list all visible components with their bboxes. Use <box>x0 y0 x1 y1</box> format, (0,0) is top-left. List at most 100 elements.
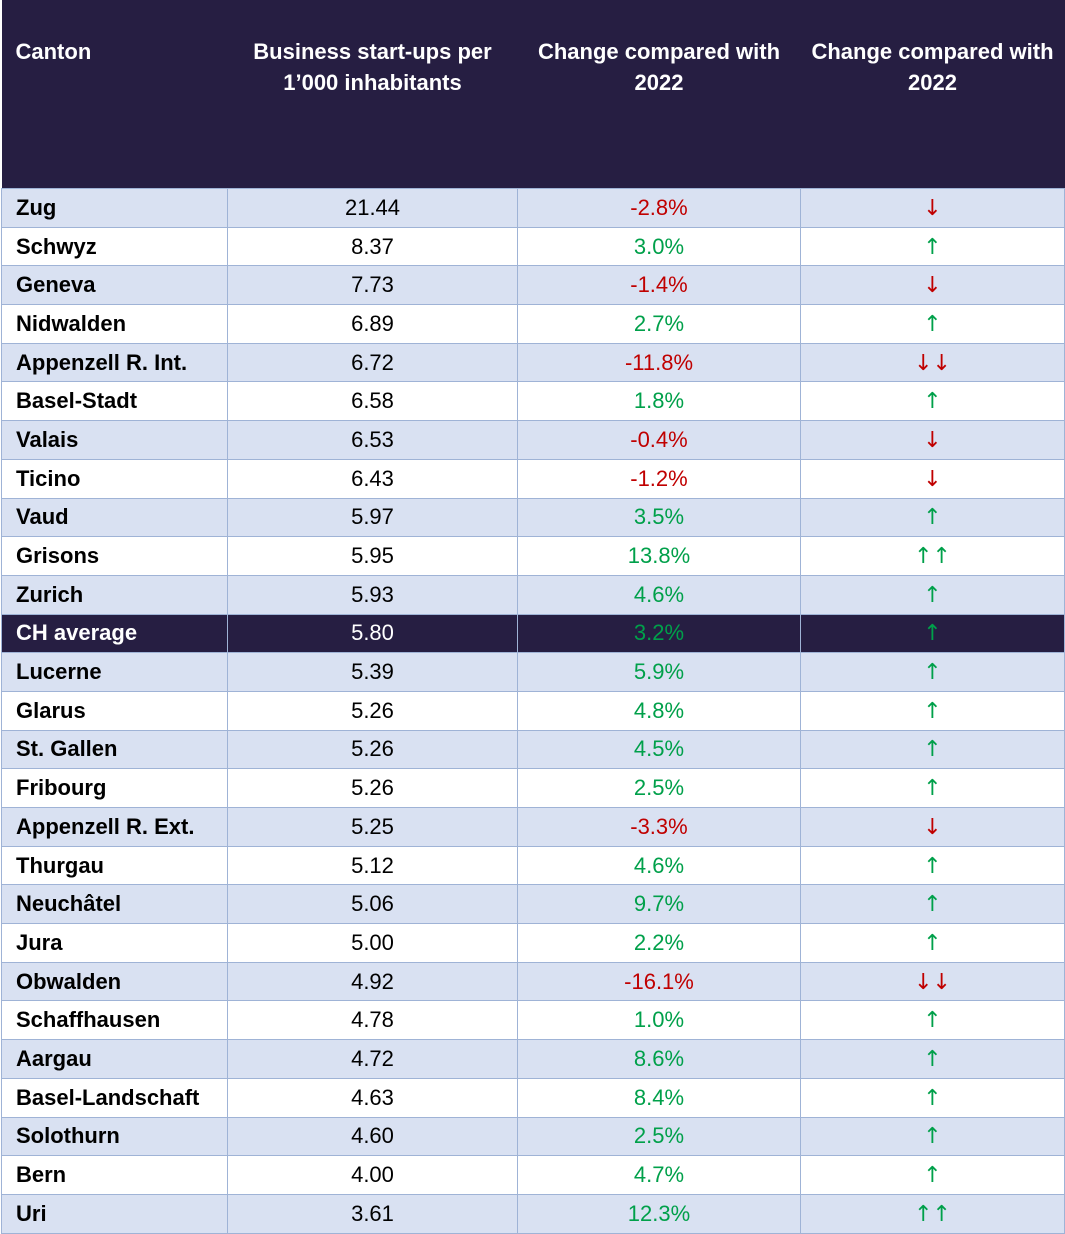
arrow-down-icon: ↓ <box>923 273 942 299</box>
table-row: Glarus 5.26 4.8% ↑ <box>1 690 1065 731</box>
arrow-up-icon: ↑ <box>923 776 942 802</box>
change-arrow-cell: ↑ <box>800 845 1065 886</box>
change-value: 2.5% <box>633 1123 685 1149</box>
change-value: -3.3% <box>630 813 688 839</box>
change-percent-cell: 13.8% <box>517 536 801 576</box>
canton-name: Glarus <box>16 697 86 723</box>
startups-value: 5.00 <box>351 929 394 955</box>
change-value: -1.2% <box>630 465 688 491</box>
arrow-up-icon: ↑ <box>923 582 942 608</box>
table-row: Neuchâtel 5.06 9.7% ↑ <box>1 884 1065 925</box>
change-arrow-cell: ↓↓ <box>800 342 1065 383</box>
canton-cell: Thurgau <box>1 845 228 886</box>
table-row: Solothurn 4.60 2.5% ↑ <box>1 1116 1065 1157</box>
change-percent-cell: 1.0% <box>517 1000 801 1041</box>
table-row: Nidwalden 6.89 2.7% ↑ <box>1 304 1065 344</box>
startups-value: 4.00 <box>351 1162 394 1188</box>
change-arrow-cell: ↑ <box>800 1155 1065 1195</box>
change-value: 8.4% <box>633 1084 685 1110</box>
arrow-up-icon: ↑ <box>923 505 942 531</box>
canton-name: Obwalden <box>16 968 122 994</box>
startups-value-cell: 5.06 <box>227 884 518 925</box>
change-percent-cell: 2.7% <box>517 304 801 344</box>
startups-value-cell: 4.72 <box>227 1039 518 1079</box>
canton-name: St. Gallen <box>16 736 118 762</box>
canton-cell: Fribourg <box>1 768 228 808</box>
startups-value: 5.95 <box>351 543 394 569</box>
table-row: Vaud 5.97 3.5% ↑ <box>1 497 1065 538</box>
startups-value: 6.72 <box>351 349 394 375</box>
arrow-up-icon: ↑ <box>923 1124 942 1150</box>
startups-value-cell: 6.43 <box>227 458 518 499</box>
change-percent-cell: 4.5% <box>517 729 801 770</box>
table-row: Grisons 5.95 13.8% ↑↑ <box>1 536 1065 576</box>
change-arrow-cell: ↓ <box>800 265 1065 306</box>
arrow-up-icon: ↑↑ <box>914 1201 951 1227</box>
canton-name: Grisons <box>16 543 100 569</box>
arrow-up-icon: ↑ <box>923 853 942 879</box>
startups-value: 5.39 <box>351 659 394 685</box>
startups-value-cell: 6.72 <box>227 342 518 383</box>
change-arrow-cell: ↑ <box>800 768 1065 808</box>
header-row: Canton Business start-ups per 1’000 inha… <box>1 0 1065 189</box>
startups-value: 4.92 <box>351 968 394 994</box>
table-row: Thurgau 5.12 4.6% ↑ <box>1 845 1065 886</box>
canton-cell: Solothurn <box>1 1116 228 1157</box>
startups-value-cell: 4.92 <box>227 961 518 1002</box>
startups-value: 4.78 <box>351 1007 394 1033</box>
change-value: 2.5% <box>633 775 685 801</box>
startups-value-cell: 21.44 <box>227 188 518 228</box>
change-value: 3.5% <box>633 504 685 530</box>
change-percent-cell: 9.7% <box>517 884 801 925</box>
change-percent-cell: 4.6% <box>517 574 801 615</box>
arrow-up-icon: ↑ <box>923 1163 942 1189</box>
startups-value-cell: 5.97 <box>227 497 518 538</box>
arrow-up-icon: ↑ <box>923 1008 942 1034</box>
table-row-average: CH average 5.80 3.2% ↑ <box>1 613 1065 654</box>
arrow-down-icon: ↓↓ <box>914 969 951 995</box>
table-row: Geneva 7.73 -1.4% ↓ <box>1 265 1065 306</box>
arrow-down-icon: ↓ <box>923 466 942 492</box>
change-arrow-cell: ↑ <box>800 1000 1065 1041</box>
change-percent-cell: -0.4% <box>517 420 801 460</box>
change-percent-cell: 4.8% <box>517 690 801 731</box>
startups-value: 6.43 <box>351 465 394 491</box>
canton-cell: Valais <box>1 420 228 460</box>
change-arrow-cell: ↑ <box>800 226 1065 267</box>
change-percent-cell: -1.2% <box>517 458 801 499</box>
startups-value: 5.26 <box>351 775 394 801</box>
canton-name: Jura <box>16 929 63 955</box>
change-percent-cell: -3.3% <box>517 807 801 847</box>
change-value: 8.6% <box>633 1045 685 1071</box>
change-percent-cell: 3.2% <box>517 613 801 654</box>
canton-cell: Neuchâtel <box>1 884 228 925</box>
canton-cell: CH average <box>1 613 228 654</box>
change-percent-cell: 2.2% <box>517 923 801 963</box>
change-percent-cell: 3.0% <box>517 226 801 267</box>
startups-value-cell: 5.39 <box>227 652 518 692</box>
canton-cell: Appenzell R. Int. <box>1 342 228 383</box>
canton-name: Vaud <box>16 504 69 530</box>
table-row: Lucerne 5.39 5.9% ↑ <box>1 652 1065 692</box>
change-percent-cell: 8.4% <box>517 1077 801 1118</box>
change-arrow-cell: ↓↓ <box>800 961 1065 1002</box>
canton-name: Uri <box>16 1200 47 1226</box>
change-value: 1.8% <box>633 388 685 414</box>
arrow-up-icon: ↑ <box>923 930 942 956</box>
canton-cell: Basel-Stadt <box>1 381 228 422</box>
change-value: 5.9% <box>633 659 685 685</box>
change-percent-cell: 2.5% <box>517 768 801 808</box>
canton-cell: Ticino <box>1 458 228 499</box>
change-arrow-cell: ↑ <box>800 613 1065 654</box>
table-row: Appenzell R. Ext. 5.25 -3.3% ↓ <box>1 807 1065 847</box>
startups-value: 6.89 <box>351 310 394 336</box>
change-arrow-cell: ↓ <box>800 458 1065 499</box>
startups-value: 4.72 <box>351 1045 394 1071</box>
canton-name: Zurich <box>16 581 84 607</box>
change-value: 3.0% <box>633 233 685 259</box>
canton-name: Solothurn <box>16 1123 120 1149</box>
startups-value-cell: 5.95 <box>227 536 518 576</box>
canton-cell: Bern <box>1 1155 228 1195</box>
change-value: 3.2% <box>633 620 685 646</box>
